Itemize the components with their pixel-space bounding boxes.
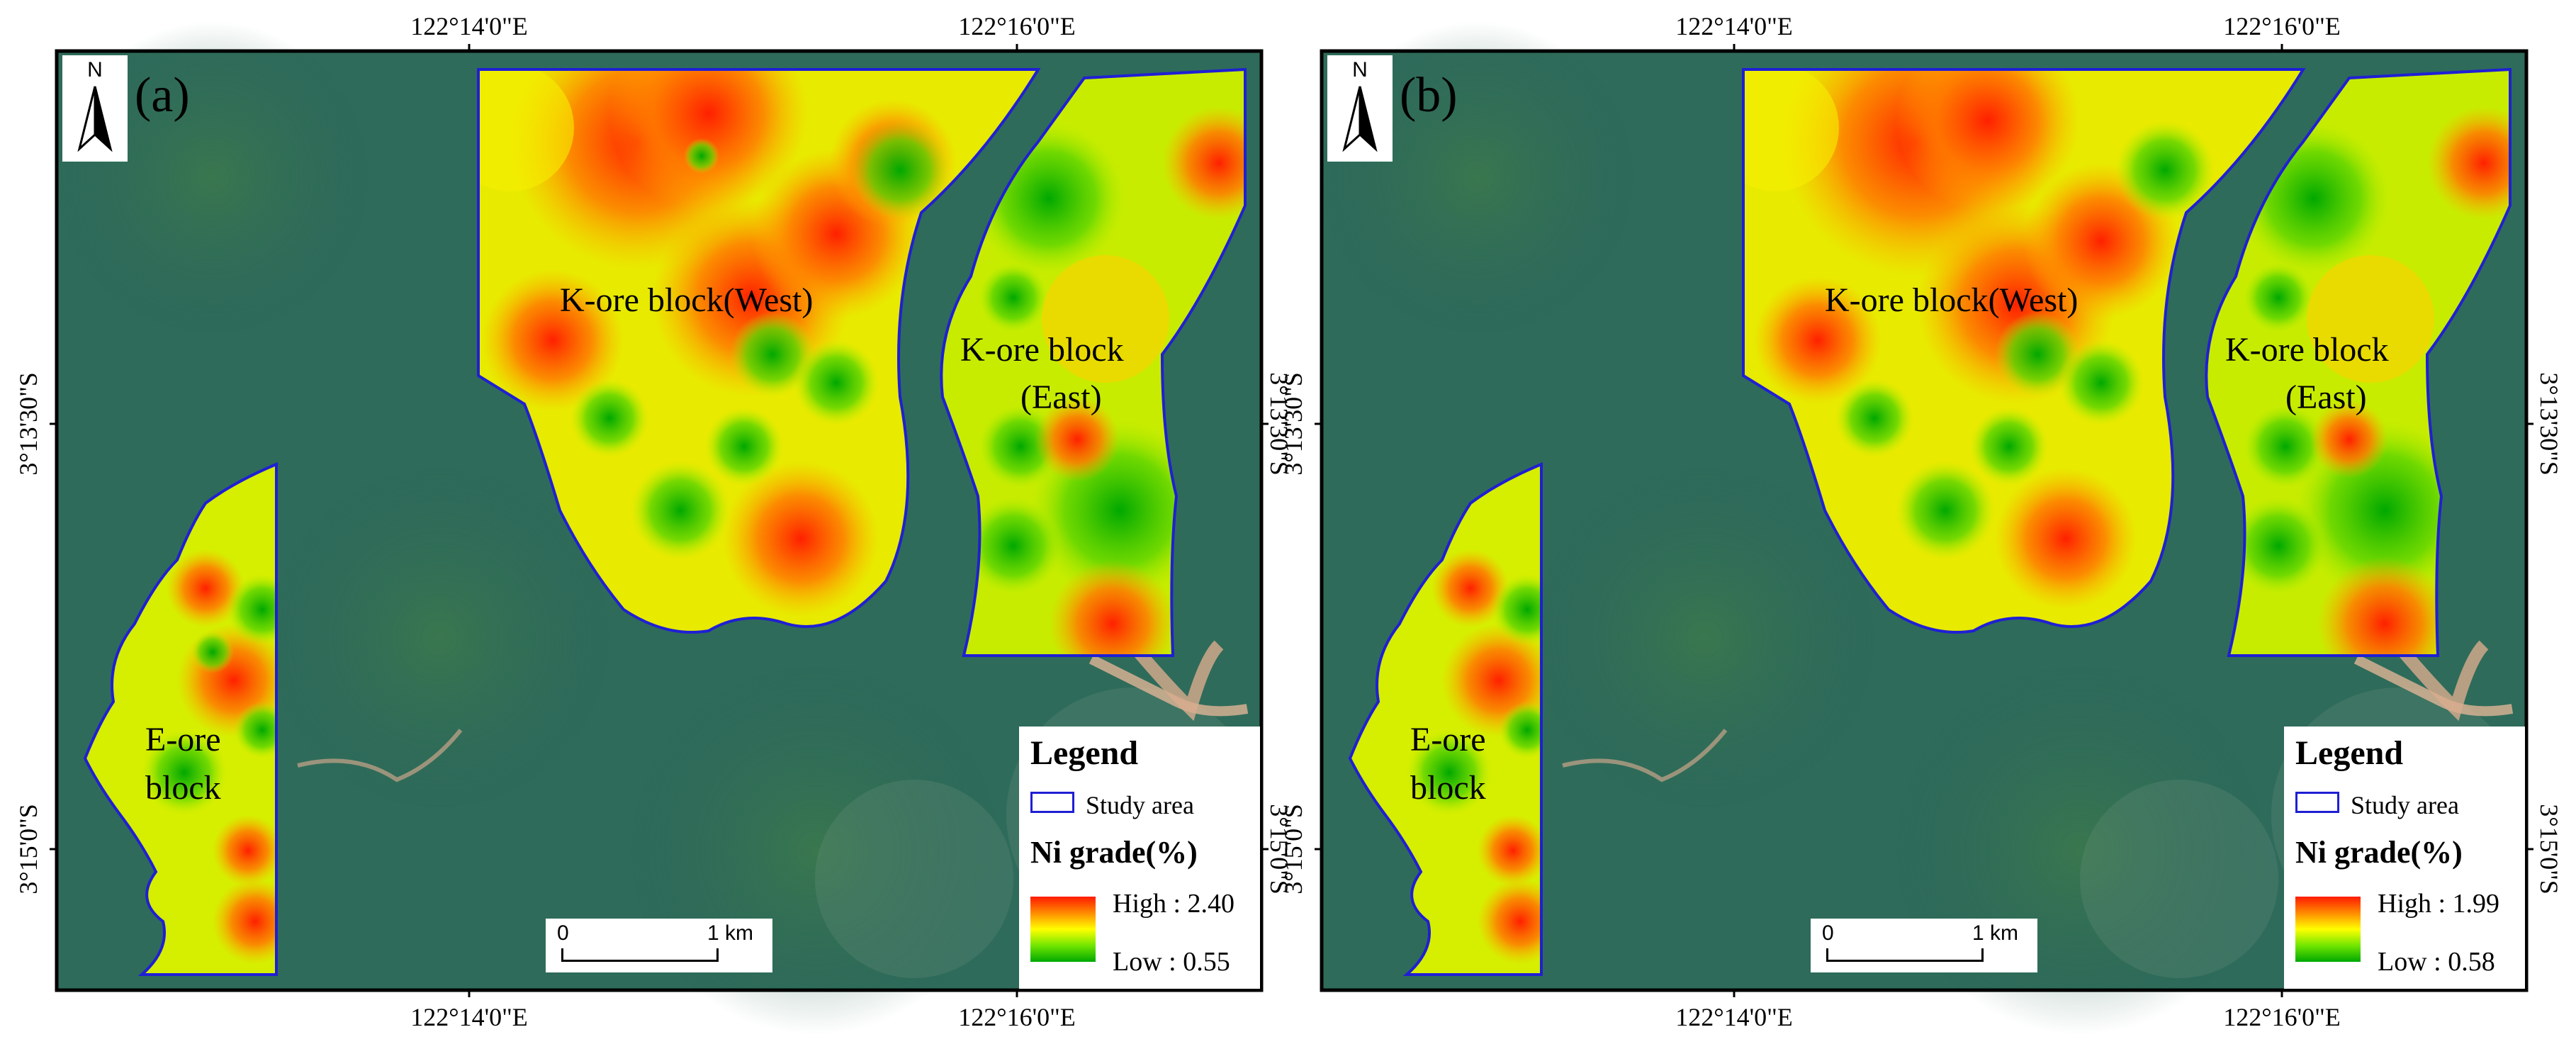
lon-label-bottom-1: 122°14'0"E [410, 1003, 528, 1031]
legend-title: Legend [2295, 734, 2404, 772]
lon-label-top-2: 122°16'0"E [2223, 12, 2341, 40]
k-ore-east-heatmap [2206, 69, 2510, 656]
ni-grade-title: Ni grade(%) [2295, 835, 2463, 870]
lon-label-top-1: 122°14'0"E [1675, 12, 1793, 40]
lon-label-top-1: 122°14'0"E [410, 12, 528, 40]
lon-label-bottom-1: 122°14'0"E [1675, 1003, 1793, 1031]
study-area-outline-east [2205, 67, 2512, 657]
north-letter: N [1352, 58, 1368, 82]
study-area-outline-e [83, 461, 278, 976]
legend-a: Legend Study area Ni grade(%) High : 2.4… [1019, 727, 1260, 989]
k-ore-west-label: K-ore block(West) [560, 281, 814, 319]
legend-high: High : 2.40 [1113, 889, 1235, 919]
panel-label-a: (a) [135, 68, 190, 123]
lat-label-left-1: 3°13'30"S [1279, 372, 1307, 476]
map-frame [55, 49, 1264, 992]
study-area-outline-e [1348, 461, 1543, 976]
lon-label-top-2: 122°16'0"E [958, 12, 1076, 40]
map-frame [1320, 49, 2529, 992]
color-ramp [1030, 897, 1096, 962]
legend-b: Legend Study area Ni grade(%) High : 1.9… [2284, 727, 2525, 989]
scale-zero: 0 [557, 921, 569, 945]
e-ore-label-2: block [145, 769, 221, 807]
legend-high: High : 1.99 [2378, 889, 2500, 919]
k-ore-east-label-2: (East) [1020, 378, 1102, 416]
legend-title: Legend [1030, 734, 1139, 772]
trail [1562, 729, 1728, 782]
mine-road [2387, 634, 2489, 722]
study-area-label: Study area [2351, 791, 2459, 819]
study-area-swatch [2295, 792, 2339, 813]
study-area-label: Study area [1086, 791, 1194, 819]
k-ore-east-label-1: K-ore block [960, 331, 1124, 369]
panel-label-b: (b) [1400, 68, 1458, 123]
scale-bar: 0 1 km [546, 919, 772, 972]
scale-line [561, 960, 719, 962]
scale-one-km: 1 km [707, 921, 754, 945]
ni-grade-title: Ni grade(%) [1030, 835, 1198, 870]
north-arrow: N [1327, 55, 1393, 162]
north-arrow: N [62, 55, 128, 162]
legend-low: Low : 0.55 [1113, 947, 1230, 977]
north-arrow-icon [77, 86, 113, 152]
k-ore-east-label-1: K-ore block [2225, 331, 2389, 369]
lat-label-left-2: 3°15'0"S [14, 804, 43, 894]
lon-label-bottom-2: 122°16'0"E [958, 1003, 1076, 1031]
study-area-outline-west [1742, 68, 2306, 634]
scale-line [1826, 960, 1984, 962]
map-panel-b: 122°14'0"E 122°16'0"E 122°14'0"E 122°16'… [1265, 0, 2563, 1049]
north-letter: N [87, 58, 103, 82]
mine-road [1122, 634, 1224, 722]
e-ore-label-1: E-ore [145, 721, 221, 758]
lat-label-right-2: 3°15'0"S [2535, 804, 2563, 894]
k-ore-west-heatmap [478, 69, 1038, 632]
study-area-swatch [1030, 792, 1074, 813]
lat-label-left-1: 3°13'30"S [14, 372, 43, 476]
study-area-outline-west [477, 68, 1041, 634]
k-ore-east-label-2: (East) [2285, 378, 2367, 416]
e-ore-label-1: E-ore [1410, 721, 1486, 758]
north-arrow-icon [1342, 86, 1378, 152]
e-ore-label-2: block [1410, 769, 1486, 807]
legend-low: Low : 0.58 [2378, 947, 2495, 977]
scale-zero: 0 [1822, 921, 1834, 945]
scale-bar: 0 1 km [1811, 919, 2037, 972]
color-ramp [2295, 897, 2361, 962]
k-ore-west-label: K-ore block(West) [1825, 281, 2079, 319]
lat-label-right-1: 3°13'30"S [2535, 372, 2563, 476]
trail [297, 729, 463, 782]
study-area-outline-east [940, 67, 1247, 657]
lat-label-right-2-a: 3°15'0"S [1265, 804, 1293, 894]
map-canvas-a [50, 21, 1269, 1035]
lon-label-bottom-2: 122°16'0"E [2223, 1003, 2341, 1031]
map-panel-a: 122°14'0"E 122°16'0"E 122°14'0"E 122°16'… [0, 0, 1293, 1049]
scale-one-km: 1 km [1972, 921, 2019, 945]
